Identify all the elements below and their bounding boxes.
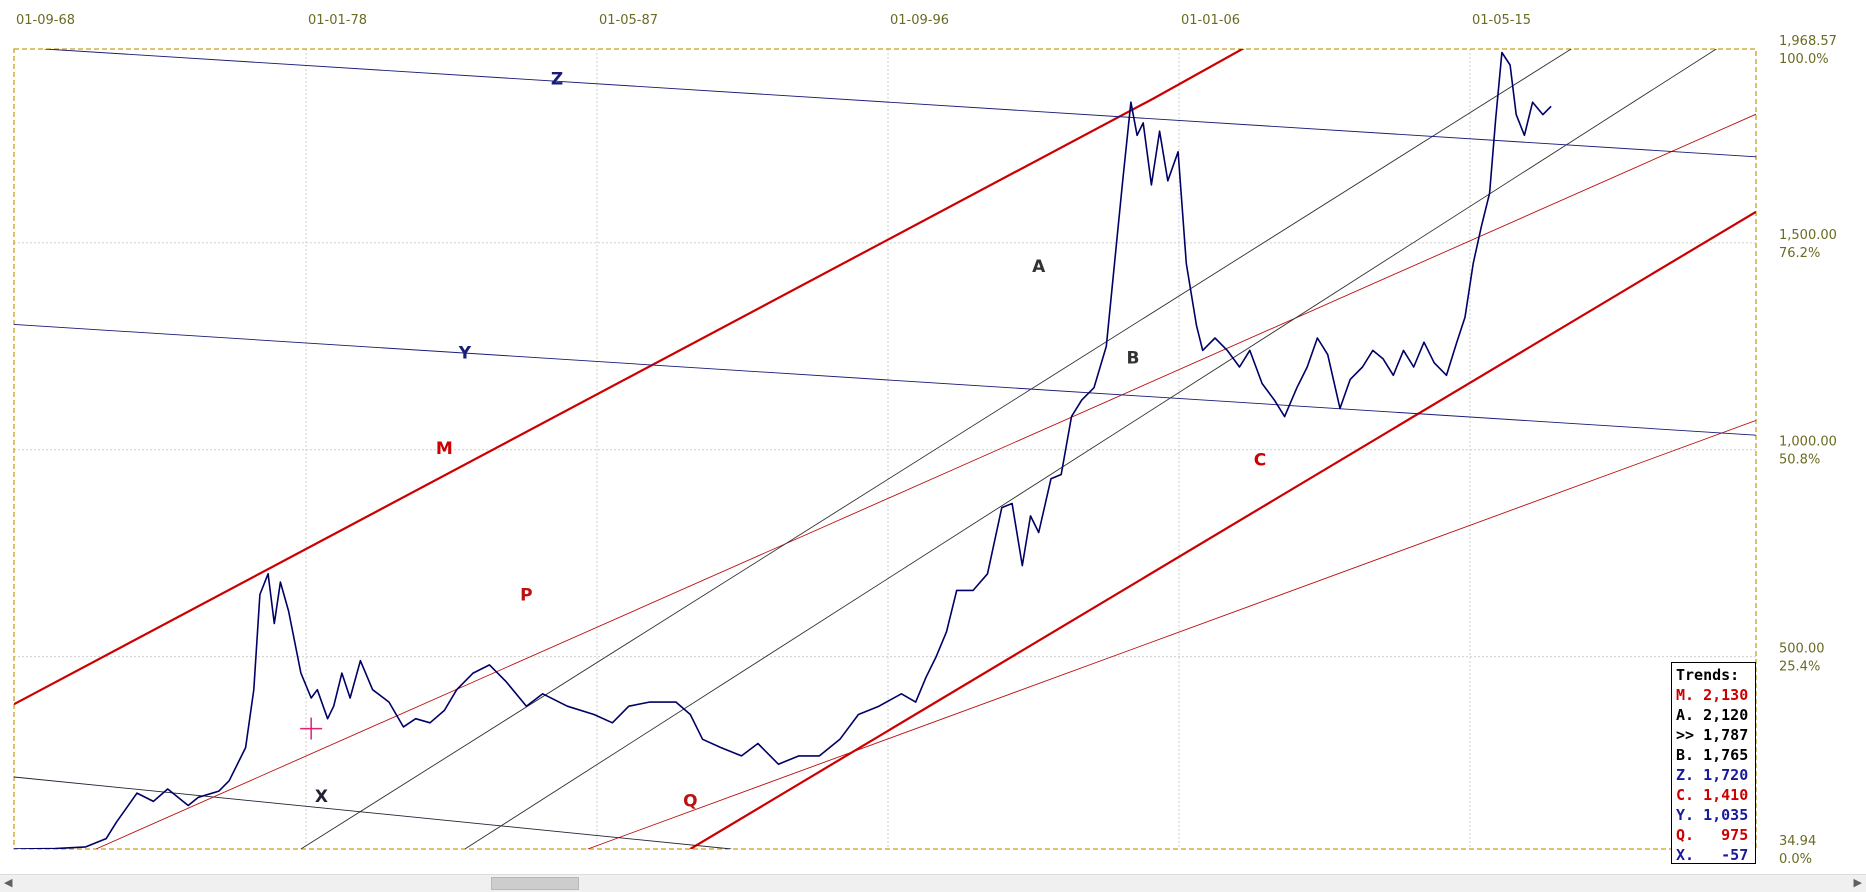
trend-row: C. 1,410: [1676, 786, 1749, 804]
y-tick-percent: 25.4%: [1779, 660, 1820, 675]
grid: [14, 49, 1756, 849]
trend-label-Q: Q: [683, 791, 697, 811]
trend-line-Q: [587, 419, 1756, 849]
trend-row: Q. 975: [1676, 826, 1749, 844]
y-tick-price: 500.00: [1779, 642, 1825, 657]
trend-row: Z. 1,720: [1676, 766, 1749, 784]
chart: 01-09-68 01-01-78 01-05-87 01-09-96 01-01-06…: [13, 13, 1837, 867]
trend-lines: [14, 49, 1756, 849]
y-tick-price: 1,000.00: [1779, 435, 1837, 450]
x-tick-label: 01-05-15: [1472, 13, 1531, 28]
horizontal-scrollbar[interactable]: ◀ ▶: [0, 874, 1866, 892]
y-tick-price: 1,968.57: [1779, 34, 1837, 49]
trend-line-Y: [14, 323, 1756, 436]
trend-row: >> 1,787: [1676, 726, 1749, 744]
trend-label-B: B: [1126, 349, 1139, 369]
scroll-left-arrow-icon[interactable]: ◀: [4, 876, 13, 889]
trend-row: A. 2,120: [1676, 706, 1749, 724]
trend-label-M: M: [436, 439, 453, 459]
y-tick-percent: 50.8%: [1779, 453, 1820, 468]
trend-label-Z: Z: [551, 69, 563, 89]
trend-line-B: [464, 49, 1718, 849]
x-tick-label: 01-01-06: [1181, 13, 1240, 28]
x-tick-label: 01-09-68: [16, 13, 75, 28]
y-tick-price: 34.94: [1779, 834, 1816, 849]
trend-label-Y: Y: [458, 344, 472, 364]
trend-label-X: X: [315, 787, 328, 807]
trend-label-C: C: [1254, 450, 1266, 470]
price-line: [14, 51, 1552, 849]
trend-line-P: [95, 113, 1756, 849]
trends-legend: Trends: M. 2,130 A. 2,120 >> 1,787 B. 1,765…: [1671, 662, 1756, 864]
trend-line-C: [689, 210, 1756, 849]
trends-rows: M. 2,130 A. 2,120 >> 1,787 B. 1,765 Z. 1,720…: [1676, 685, 1751, 865]
trend-row: B. 1,765: [1676, 746, 1749, 764]
trend-line-labels: M P Q C A B Z Y X: [315, 69, 1266, 811]
trend-row: X. -57: [1676, 846, 1749, 864]
trend-label-A: A: [1032, 257, 1046, 277]
x-axis-labels: 01-09-68 01-01-78 01-05-87 01-09-96 01-01-06…: [16, 13, 1531, 28]
trend-label-P: P: [520, 585, 532, 605]
trend-row: M. 2,130: [1676, 686, 1749, 704]
plot-frame: [13, 48, 1757, 850]
scroll-right-arrow-icon[interactable]: ▶: [1853, 876, 1862, 889]
y-tick-percent: 0.0%: [1779, 852, 1812, 867]
y-tick-percent: 100.0%: [1779, 52, 1829, 67]
trend-line-M: [14, 49, 1245, 706]
y-axis-labels: 1,968.57 100.0% 1,500.00 76.2% 1,000.00 50.8%…: [1779, 34, 1837, 867]
trend-line-X: [14, 776, 732, 849]
trend-line-A: [300, 49, 1573, 849]
trend-row: Y. 1,035: [1676, 806, 1749, 824]
y-tick-price: 1,500.00: [1779, 228, 1837, 243]
pivot-marker: [300, 717, 323, 740]
x-tick-label: 01-05-87: [599, 13, 658, 28]
x-tick-label: 01-09-96: [890, 13, 949, 28]
scrollbar-thumb[interactable]: [491, 877, 579, 890]
y-tick-percent: 76.2%: [1779, 246, 1820, 261]
price-series: [14, 51, 1552, 849]
trend-line-Z: [44, 49, 1756, 158]
trends-title: Trends:: [1676, 666, 1740, 684]
x-tick-label: 01-01-78: [308, 13, 367, 28]
